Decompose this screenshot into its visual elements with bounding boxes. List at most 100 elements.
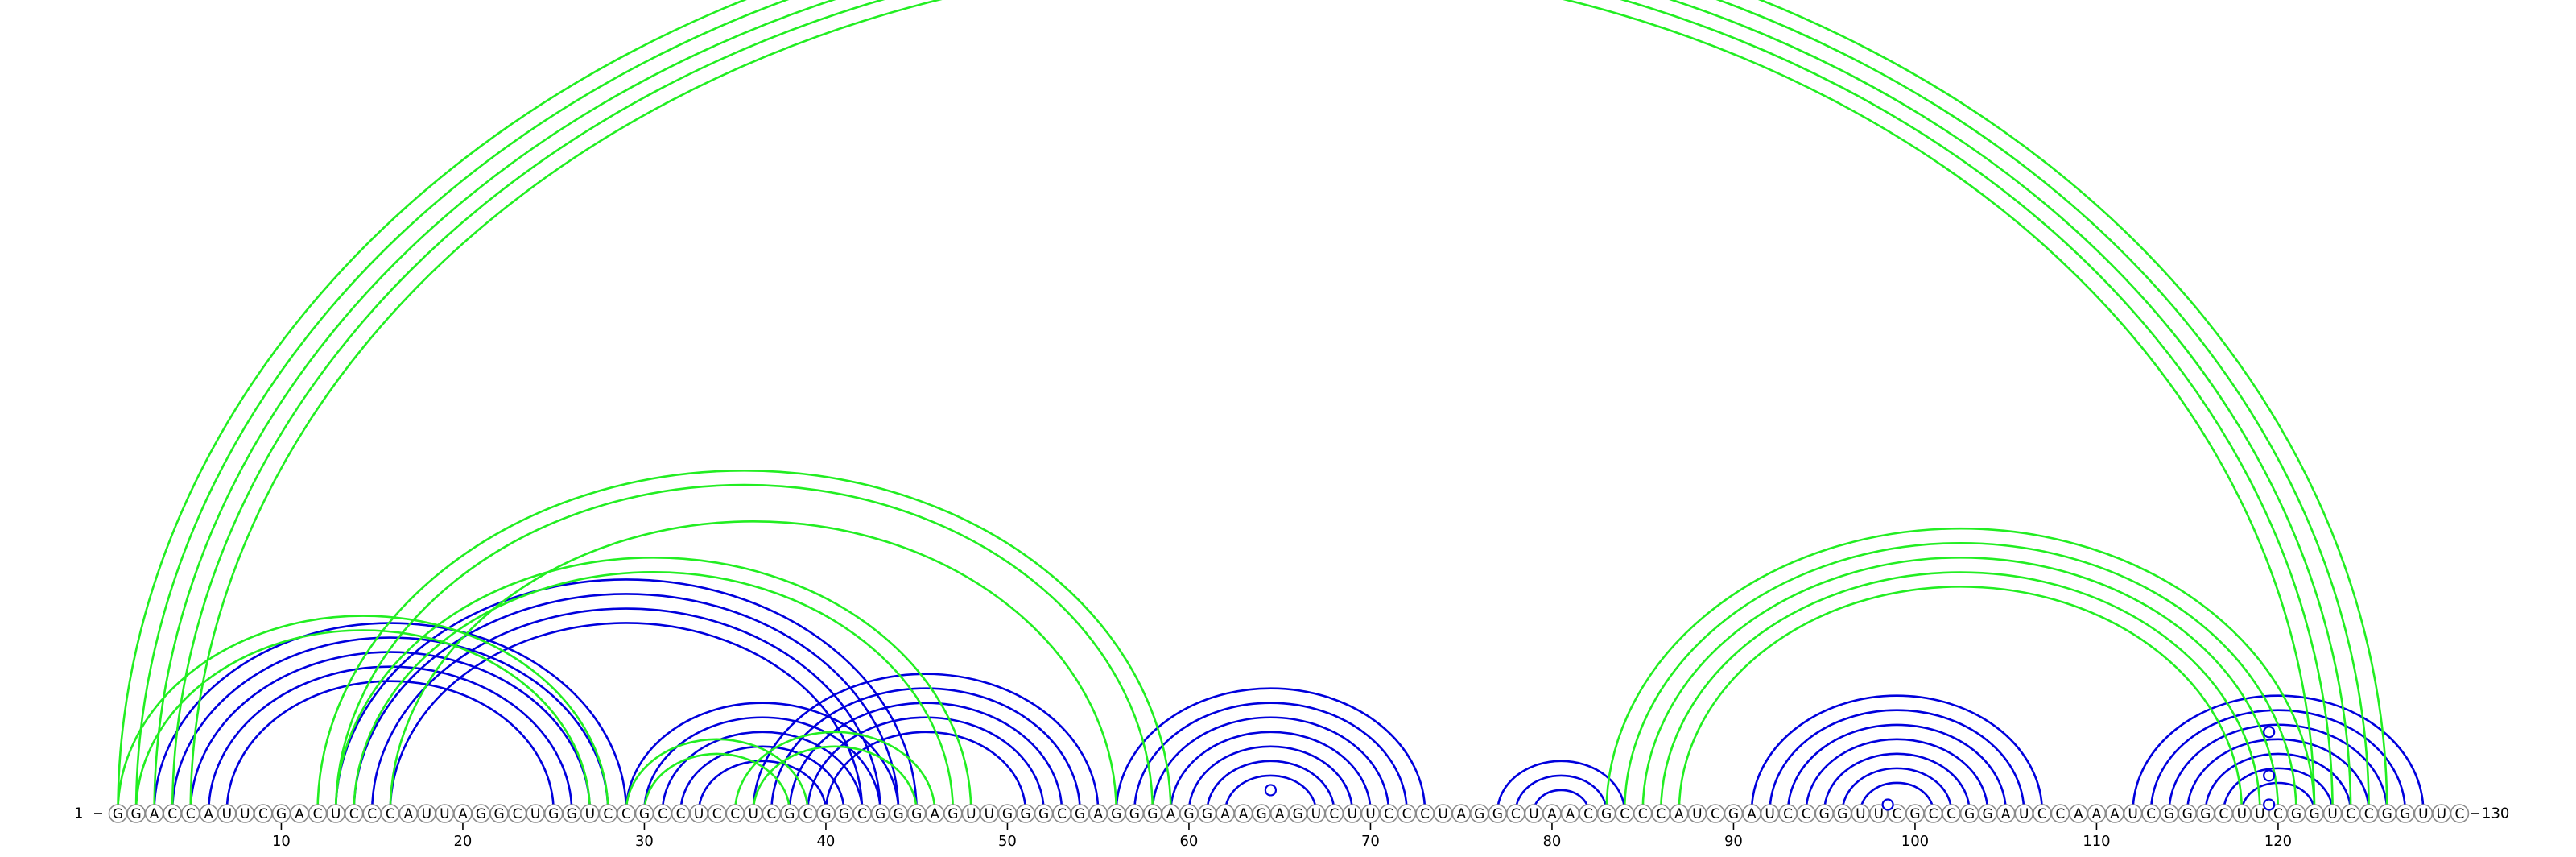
blue-pair-arc	[171, 636, 609, 813]
blue-pair-arc	[353, 593, 900, 813]
nucleotide-letter: G	[2400, 806, 2410, 822]
nucleotide-letter: G	[2291, 806, 2301, 822]
tick-label: 30	[635, 833, 654, 850]
nucleotide-letter: G	[113, 806, 123, 822]
nucleotide-letter: C	[1583, 806, 1593, 822]
nucleotide-letter: A	[150, 806, 159, 822]
green-pair-arc	[171, 0, 2334, 813]
green-pair-arc	[334, 483, 1154, 813]
nucleotide-letter: A	[2092, 806, 2102, 822]
arc-apex-marker	[2263, 769, 2276, 782]
blue-pair-arc	[1496, 760, 1626, 813]
nucleotide-letter: U	[222, 806, 232, 822]
nucleotide-letter: U	[2327, 806, 2337, 822]
nucleotide-letter: A	[1566, 806, 1575, 822]
green-pair-arc	[1605, 527, 2316, 813]
nucleotide-letter: U	[749, 806, 758, 822]
nucleotide-letter: G	[1257, 806, 1267, 822]
blue-pair-arc	[1170, 731, 1372, 813]
nucleotide-letter: G	[1983, 806, 1993, 822]
green-pair-arc	[1623, 542, 2297, 813]
green-pair-arc	[353, 571, 955, 813]
nucleotide-letter: C	[857, 806, 867, 822]
nucleotide-letter: U	[440, 806, 449, 822]
blue-pair-arc	[788, 702, 1063, 813]
nucleotide-letter: C	[1511, 806, 1521, 822]
blue-pair-arc	[697, 760, 828, 813]
nucleotide-letter: C	[1711, 806, 1720, 822]
blue-pair-arc	[1115, 687, 1426, 813]
blue-pair-arc	[2149, 709, 2407, 813]
nucleotide-letter: A	[1166, 806, 1176, 822]
nucleotide-letter: A	[1239, 806, 1249, 822]
nucleotide-letter: G	[1002, 806, 1013, 822]
blue-pair-arc	[389, 622, 864, 813]
nucleotide-letter: U	[2437, 806, 2446, 822]
nucleotide-letter: U	[2237, 806, 2247, 822]
nucleotide-letter: A	[1456, 806, 1466, 822]
nucleotide-letter: A	[1275, 806, 1285, 822]
blue-pair-arc	[1750, 694, 2044, 813]
tick-label: 10	[272, 833, 291, 850]
green-pair-arc	[334, 557, 972, 813]
blue-pair-arc	[1514, 774, 1608, 813]
blue-pair-arc	[2223, 767, 2334, 813]
arc-apex-marker	[2263, 726, 2276, 739]
nucleotide-letter: U	[1311, 806, 1321, 822]
nucleotide-letter: C	[186, 806, 196, 822]
nucleotide-letter: G	[1474, 806, 1484, 822]
blue-pair-arc	[334, 578, 918, 813]
nucleotide-letter: C	[712, 806, 722, 822]
blue-pair-arc	[770, 687, 1081, 813]
tick-label: 40	[816, 833, 835, 850]
nucleotide-letter: G	[639, 806, 650, 822]
blue-pair-arc	[1224, 774, 1318, 813]
sequence-axis: 1 130	[74, 805, 2509, 822]
nucleotide-letter: G	[784, 806, 795, 822]
nucleotide-letter: C	[621, 806, 631, 822]
nucleotide-letter: A	[403, 806, 413, 822]
nucleotide-letter: G	[1129, 806, 1140, 822]
nucleotide-letter: C	[1620, 806, 1629, 822]
blue-pair-arc	[1151, 716, 1390, 813]
nucleotide-letter: G	[1020, 806, 1030, 822]
green-pair-arc	[733, 731, 936, 813]
nucleotide-letter: G	[276, 806, 287, 822]
pairing-arcs	[117, 0, 2425, 813]
nucleotide-letter: C	[349, 806, 359, 822]
nucleotide-letter: C	[2455, 806, 2465, 822]
blue-pair-arc	[189, 651, 592, 813]
green-pair-arc	[1641, 557, 2280, 813]
nucleotide-letter: G	[1909, 806, 1920, 822]
blue-pair-arc	[661, 731, 864, 813]
blue-pair-arc	[153, 622, 628, 813]
nucleotide-letter: A	[295, 806, 304, 822]
sequence-end-label: 130	[2482, 805, 2509, 822]
nucleotide-letter: C	[1420, 806, 1430, 822]
nucleotide-letter: U	[985, 806, 994, 822]
nucleotide-letter: C	[1638, 806, 1648, 822]
tick-label: 20	[453, 833, 472, 850]
blue-pair-arc	[1769, 709, 2025, 813]
nucleotide-letter: G	[130, 806, 141, 822]
blue-pair-arc	[1860, 781, 1934, 813]
nucleotide-letter: C	[676, 806, 686, 822]
nucleotide-letter: U	[1348, 806, 1357, 822]
nucleotide-letter: C	[2364, 806, 2374, 822]
nucleotide-letter: G	[1038, 806, 1049, 822]
nucleotide-letter: A	[2001, 806, 2011, 822]
blue-pair-arc	[1133, 702, 1408, 813]
blue-pair-arc	[370, 607, 881, 813]
nucleotide-letter: A	[2074, 806, 2083, 822]
nucleotide-letter: C	[603, 806, 613, 822]
nucleotide-letter: C	[313, 806, 323, 822]
nucleotide-letter: G	[493, 806, 504, 822]
green-pair-arc	[117, 615, 609, 813]
tick-label: 90	[1724, 833, 1743, 850]
nucleotide-letter: G	[548, 806, 559, 822]
nucleotide-letter: U	[2128, 806, 2137, 822]
nucleotide-letter: G	[2309, 806, 2319, 822]
nucleotide-letter: C	[1783, 806, 1793, 822]
green-pair-arc	[643, 752, 791, 813]
